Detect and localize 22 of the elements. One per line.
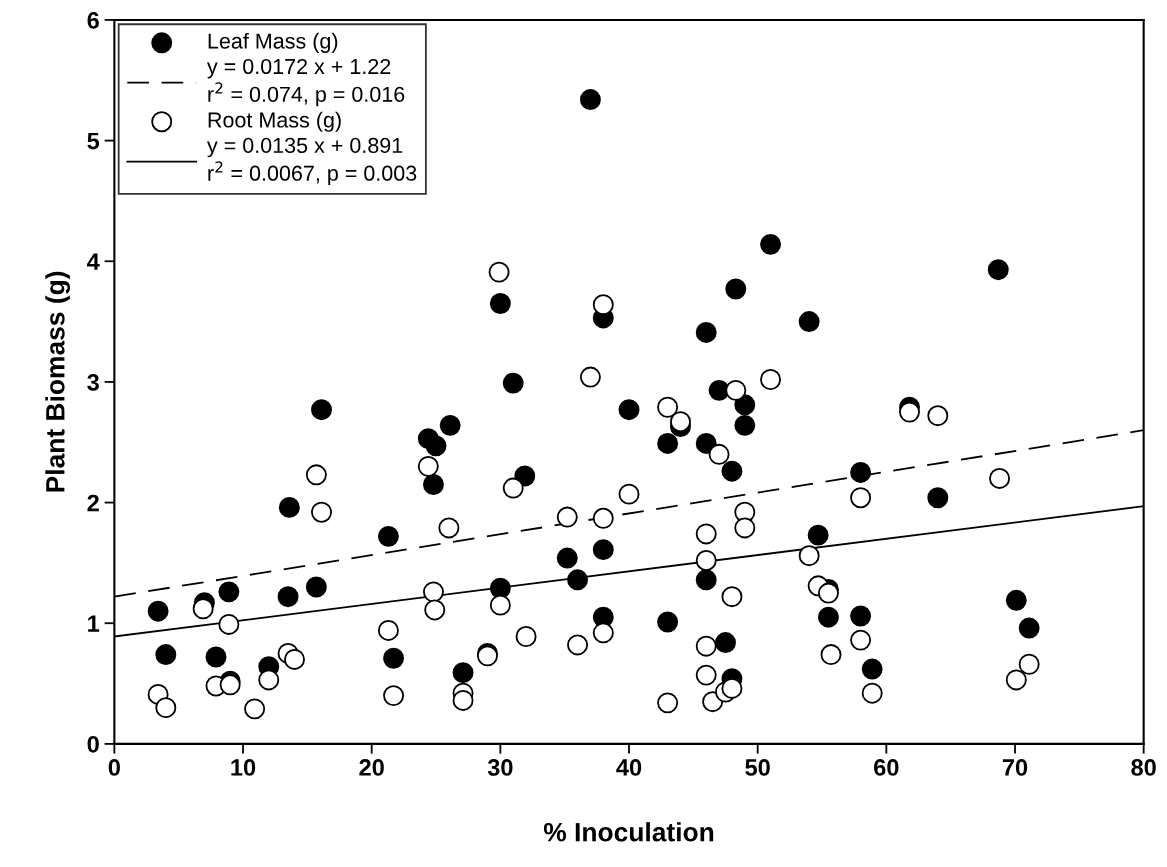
x-tick-label: 10 — [231, 759, 256, 776]
x-tick-label: 20 — [359, 759, 384, 776]
legend-label: y = 0.0172 x + 1.22 r$^{2}$ = 0.074, p = 0.016 — [206, 58, 405, 107]
legend-label: y = 0.0135 x + 0.891 r$^{2}$ = 0.0067, p = 0.003 — [206, 137, 417, 186]
y-tick-label: 4 — [87, 253, 100, 270]
x-tick-label: 70 — [1002, 759, 1028, 776]
y-tick-label: 6 — [87, 12, 99, 29]
x-tick-label: 40 — [616, 759, 642, 776]
x-tick-label: 0 — [108, 759, 120, 776]
y-tick-label: 1 — [88, 615, 100, 632]
x-tick-label: 50 — [745, 759, 770, 776]
x-axis-title: % Inoculation — [543, 822, 714, 842]
x-tick-label: 30 — [487, 759, 513, 776]
legend-label: Root Mass (g) — [208, 111, 341, 132]
y-tick-label: 3 — [87, 373, 99, 391]
y-tick-label: 0 — [87, 735, 99, 753]
y-tick-label: 5 — [87, 132, 100, 150]
x-tick-label: 60 — [874, 759, 899, 776]
x-tick-label: 80 — [1131, 759, 1156, 776]
y-axis-title: Plant Biomass (g) — [45, 271, 70, 492]
legend-label: Leaf Mass (g) — [208, 32, 338, 53]
y-tick-label: 2 — [87, 494, 99, 512]
